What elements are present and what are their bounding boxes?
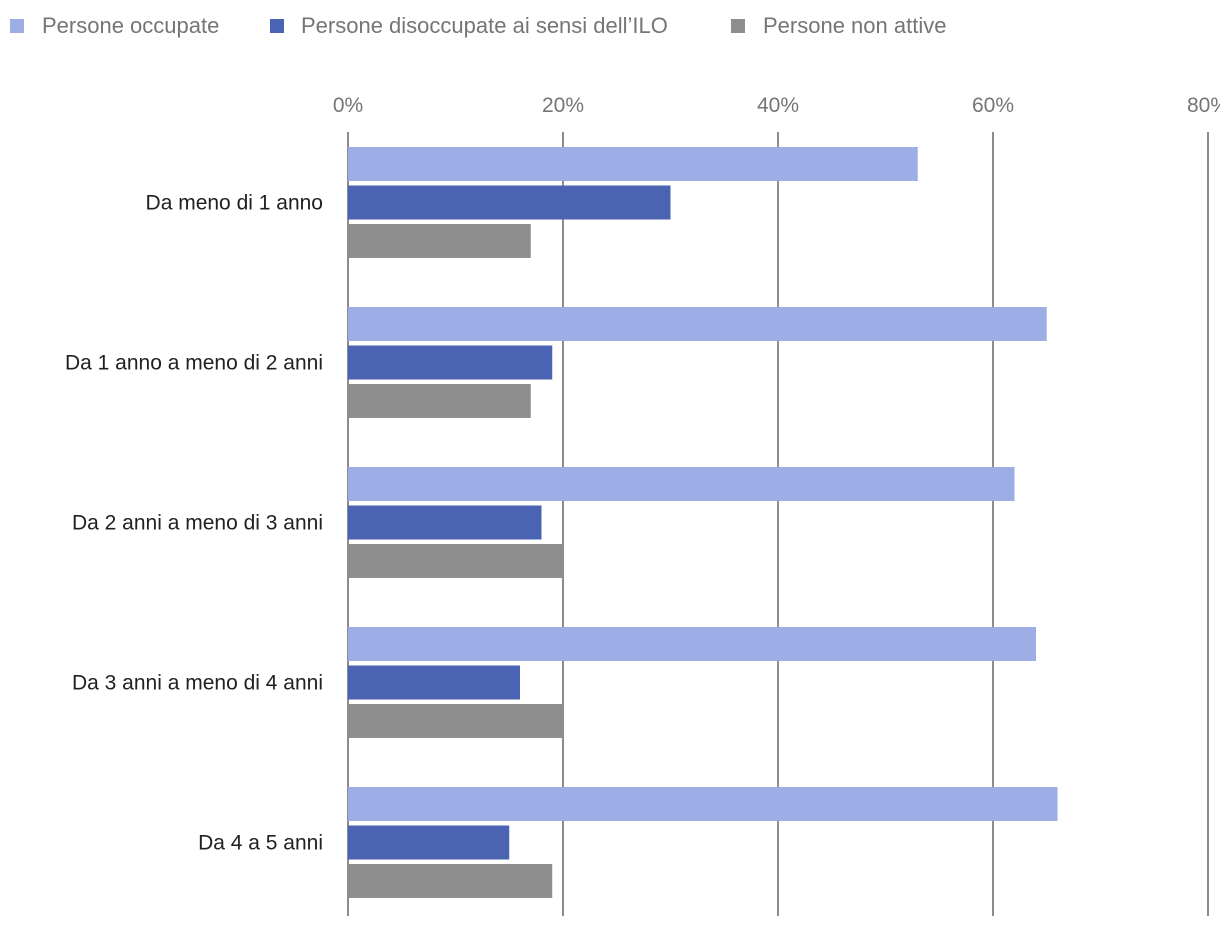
x-axis-tick-labels: 0% 20% 40% 60% 80%: [333, 94, 1220, 117]
x-tick-label: 60%: [972, 94, 1014, 117]
bar: [348, 224, 531, 258]
bar: [348, 864, 553, 898]
category-label: Da meno di 1 anno: [146, 192, 323, 215]
category-label: Da 3 anni a meno di 4 anni: [72, 672, 323, 695]
bar: [348, 787, 1058, 821]
bar: [348, 665, 520, 700]
bar: [348, 505, 542, 540]
bar: [348, 185, 671, 220]
legend-label: Persone occupate: [42, 13, 219, 38]
bar: [348, 345, 553, 380]
bar: [348, 147, 918, 181]
bar: [348, 307, 1047, 341]
legend-label: Persone disoccupate ai sensi dell’ILO: [301, 13, 668, 38]
bar: [348, 467, 1015, 501]
legend-label: Persone non attive: [763, 13, 946, 38]
legend: Persone occupate Persone disoccupate ai s…: [10, 13, 946, 38]
legend-swatch: [10, 19, 24, 33]
bars: [348, 147, 1058, 898]
bar: [348, 627, 1036, 661]
x-tick-label: 80%: [1187, 94, 1220, 117]
bar: [348, 825, 510, 860]
bar: [348, 704, 563, 738]
y-axis-category-labels: Da meno di 1 anno Da 1 anno a meno di 2 a…: [65, 192, 323, 855]
bar: [348, 544, 563, 578]
category-label: Da 1 anno a meno di 2 anni: [65, 352, 323, 375]
category-label: Da 2 anni a meno di 3 anni: [72, 512, 323, 535]
category-label: Da 4 a 5 anni: [198, 832, 323, 855]
gridlines: [347, 132, 1209, 916]
bar: [348, 384, 531, 418]
x-tick-label: 20%: [542, 94, 584, 117]
legend-swatch: [270, 19, 284, 33]
x-tick-label: 40%: [757, 94, 799, 117]
legend-swatch: [731, 19, 745, 33]
x-tick-label: 0%: [333, 94, 363, 117]
